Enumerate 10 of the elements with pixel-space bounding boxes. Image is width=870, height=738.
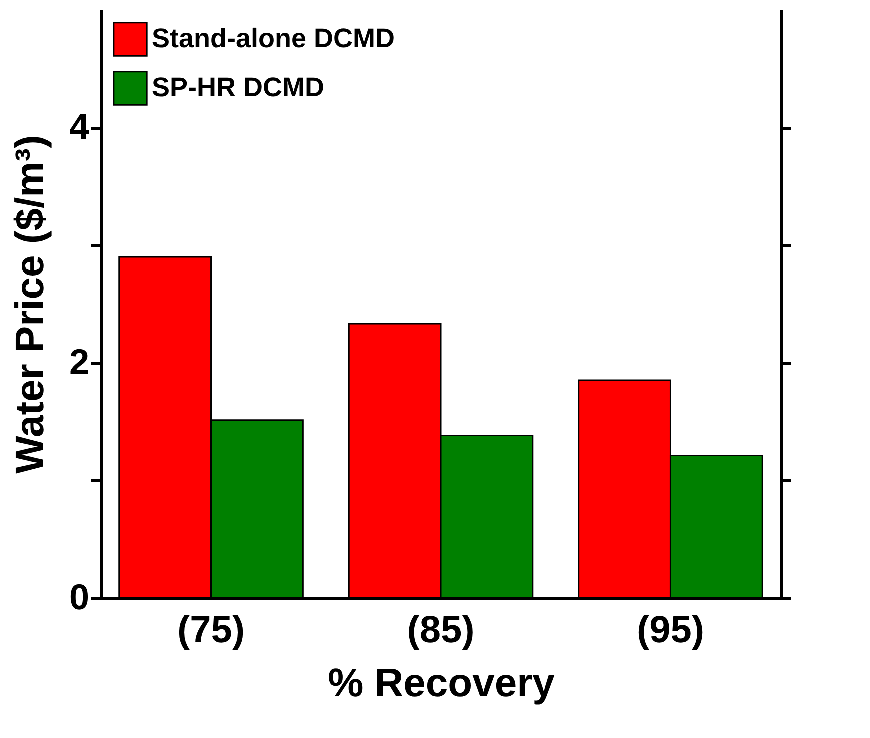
x-tick-label: (75) (177, 610, 246, 652)
x-tick-label: (85) (407, 610, 475, 652)
y-axis-title: Water Price ($/m³) (8, 135, 52, 474)
legend-label: Stand-alone DCMD (152, 24, 395, 54)
x-tick-label: (95) (636, 610, 705, 652)
y-tick-label: 4 (69, 106, 90, 148)
x-axis-title: % Recovery (328, 662, 556, 706)
legend-label: SP-HR DCMD (152, 72, 324, 102)
y-tick-label: 2 (69, 341, 90, 382)
y-tick-label: 0 (69, 576, 90, 618)
